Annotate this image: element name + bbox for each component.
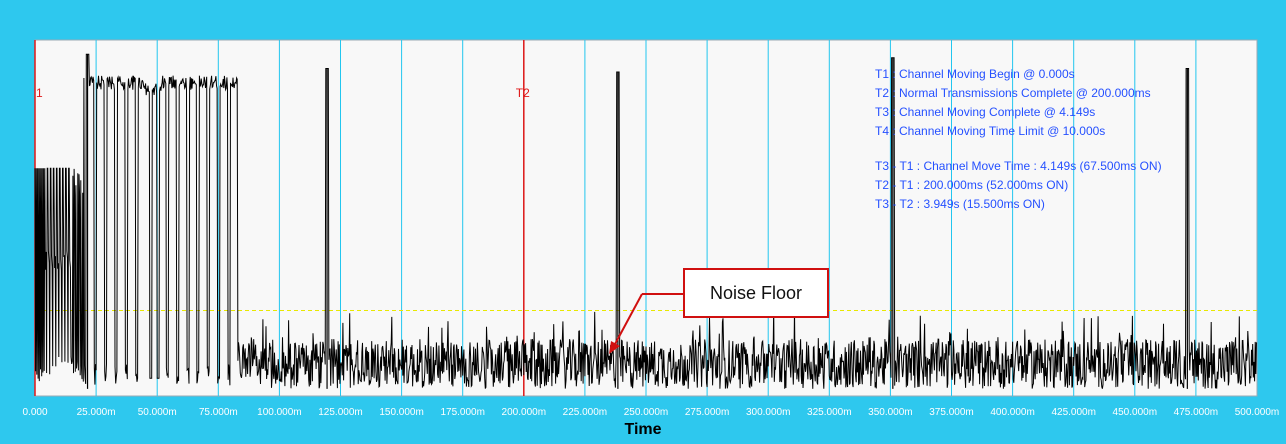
noise-floor-callout: Noise Floor bbox=[683, 268, 829, 318]
x-tick-label: 0.000 bbox=[22, 407, 47, 418]
callout-leader-diagonal bbox=[613, 293, 643, 347]
x-tick-labels: 0.000 25.000m 50.000m 75.000m 100.000m 125.00… bbox=[22, 407, 1279, 418]
x-tick-label: 450.000m bbox=[1113, 407, 1157, 418]
callout-arrowhead bbox=[609, 341, 620, 354]
x-tick-label: 225.000m bbox=[563, 407, 607, 418]
x-tick-label: 300.000m bbox=[746, 407, 790, 418]
x-tick-label: 25.000m bbox=[77, 407, 116, 418]
x-tick-label: 100.000m bbox=[257, 407, 301, 418]
x-tick-label: 150.000m bbox=[379, 407, 423, 418]
x-tick-label: 500.000m bbox=[1235, 407, 1279, 418]
marker-label: 1 bbox=[36, 86, 43, 100]
x-tick-label: 400.000m bbox=[990, 407, 1034, 418]
x-tick-label: 275.000m bbox=[685, 407, 729, 418]
annotation-line-t3-t1: T3 - T1 : Channel Move Time : 4.149s (67… bbox=[875, 159, 1162, 173]
signal-trace bbox=[34, 53, 1258, 389]
annotation-line-t1: T1 : Channel Moving Begin @ 0.000s bbox=[875, 67, 1075, 81]
x-axis-label: Time bbox=[624, 421, 662, 438]
x-tick-label: 325.000m bbox=[807, 407, 851, 418]
x-tick-label: 375.000m bbox=[929, 407, 973, 418]
annotation-line-t4: T4 : Channel Moving Time Limit @ 10.000s bbox=[875, 124, 1106, 138]
x-tick-label: 75.000m bbox=[199, 407, 238, 418]
annotation-line-t3: T3 : Channel Moving Complete @ 4.149s bbox=[875, 105, 1096, 119]
x-tick-label: 200.000m bbox=[502, 407, 546, 418]
x-tick-label: 425.000m bbox=[1051, 407, 1095, 418]
x-tick-label: 125.000m bbox=[318, 407, 362, 418]
grid-lines bbox=[35, 40, 1257, 396]
x-tick-label: 475.000m bbox=[1174, 407, 1218, 418]
annotation-line-t3-t2: T3 - T2 : 3.949s (15.500ms ON) bbox=[875, 197, 1045, 211]
annotation-line-t2: T2 : Normal Transmissions Complete @ 200… bbox=[875, 86, 1151, 100]
x-tick-label: 250.000m bbox=[624, 407, 668, 418]
x-tick-label: 175.000m bbox=[440, 407, 484, 418]
x-tick-label: 350.000m bbox=[868, 407, 912, 418]
marker-label: T2 bbox=[516, 86, 530, 100]
annotation-line-t2-t1: T2 - T1 : 200.000ms (52.000ms ON) bbox=[875, 178, 1069, 192]
x-tick-label: 50.000m bbox=[138, 407, 177, 418]
signal-trace-layer bbox=[34, 53, 1258, 389]
